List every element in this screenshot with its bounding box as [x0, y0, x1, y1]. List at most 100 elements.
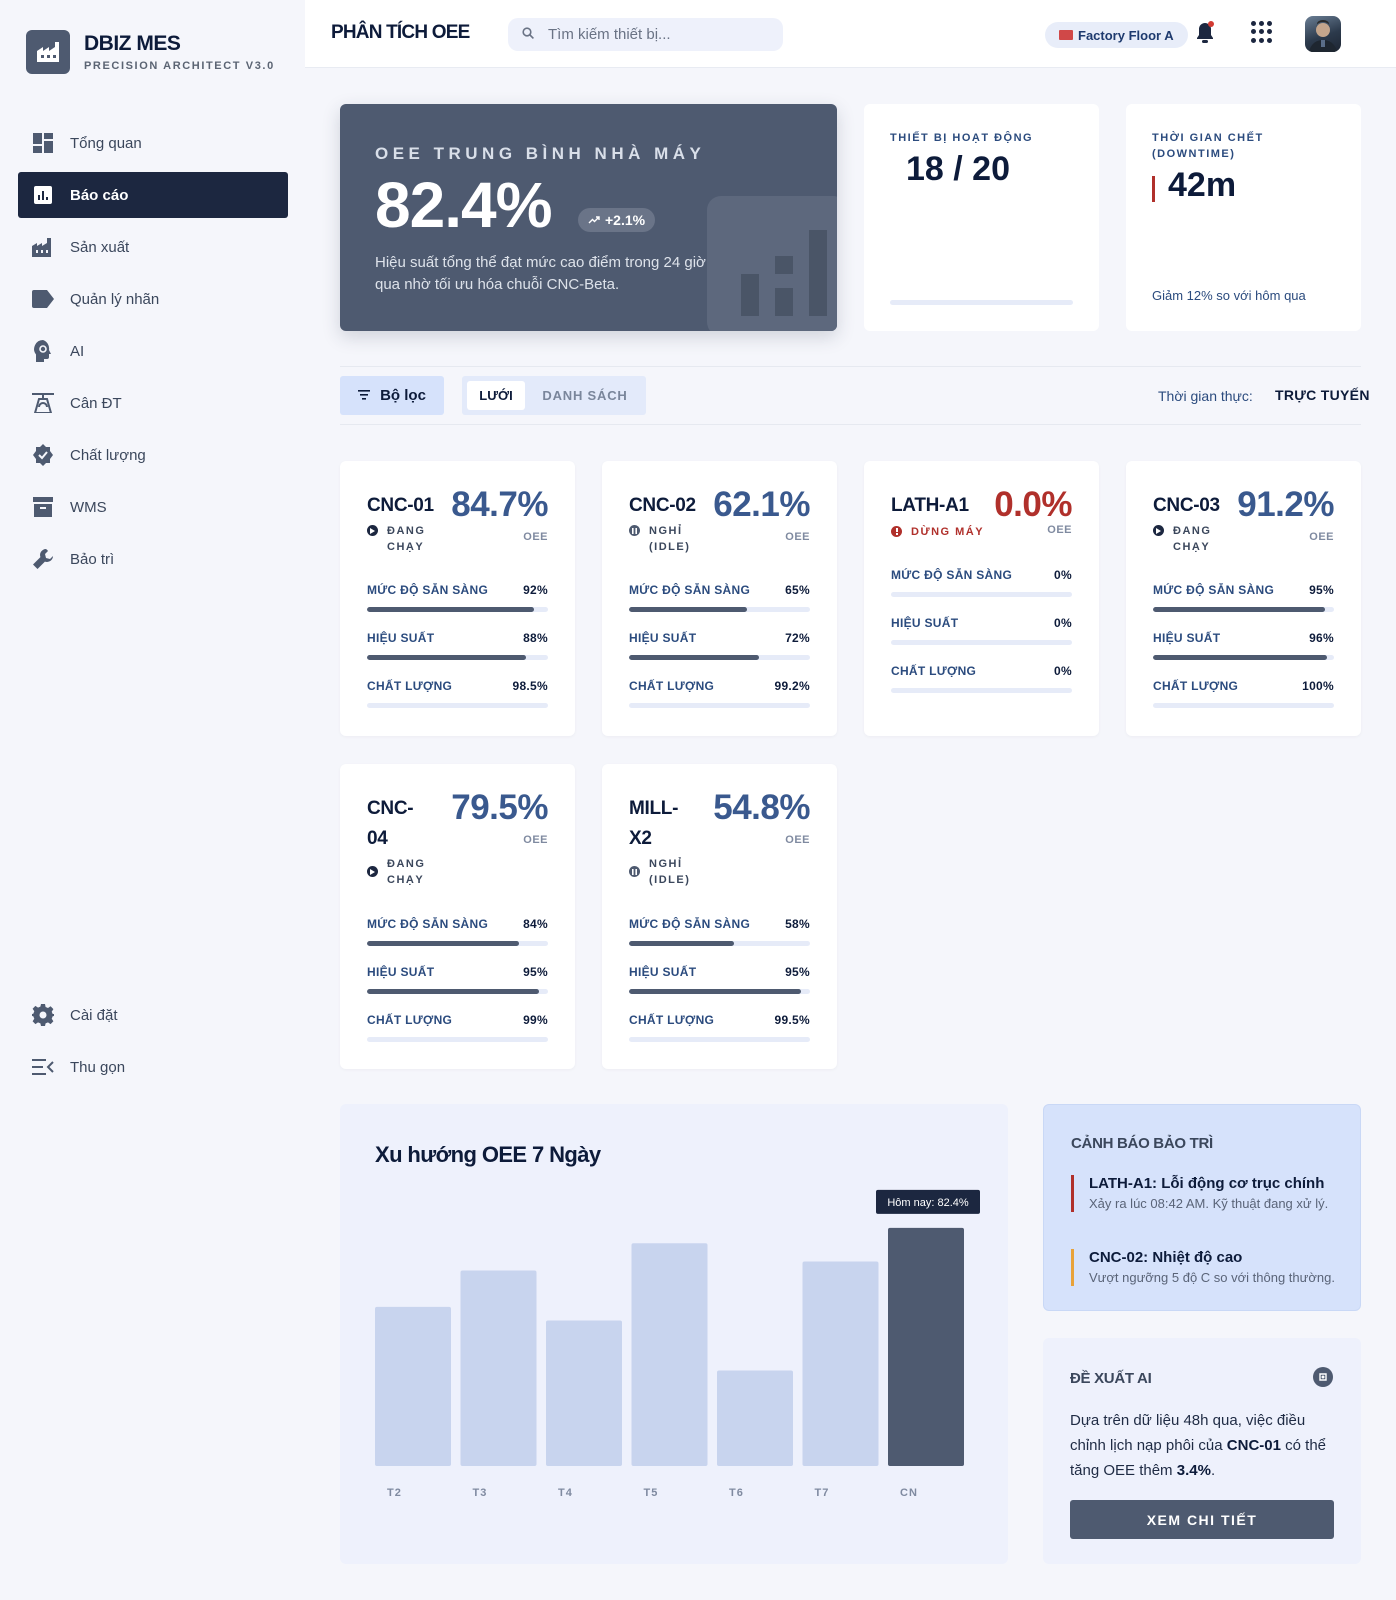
machine-name: MILL- X2 [629, 798, 679, 849]
status-line: (IDLE) [649, 541, 691, 553]
metric-availability: MỨC ĐỘ SẴN SÀNG 65% [629, 583, 810, 612]
oee-label: OEE [523, 834, 548, 846]
notification-bell-icon[interactable] [1193, 20, 1217, 46]
chart-tick-label: T4 [558, 1487, 573, 1499]
hero-description: Hiệu suất tổng thể đạt mức cao điểm tron… [375, 254, 706, 293]
metric-value: 98.5% [512, 679, 548, 693]
machine-status: ĐANG CHẠY [367, 523, 425, 555]
active-devices-progress [890, 300, 1073, 305]
chart-bar-t5[interactable] [631, 1243, 708, 1466]
sidebar-bottom: Cài đặt Thu gọn [18, 992, 288, 1096]
apps-grid-icon[interactable] [1251, 21, 1273, 43]
wrench-icon [32, 548, 54, 570]
chart-bar-t2[interactable] [375, 1306, 451, 1466]
alert-title: CNC-02: Nhiệt độ cao [1089, 1249, 1243, 1266]
filter-button[interactable]: Bộ lọc [340, 376, 444, 415]
ai-brain-icon [1312, 1366, 1334, 1388]
metric-value: 99.5% [774, 1013, 810, 1027]
view-details-button[interactable]: XEM CHI TIẾT [1070, 1500, 1334, 1539]
avatar[interactable] [1305, 16, 1341, 52]
chart-tick-label: T2 [387, 1487, 402, 1499]
chart-bar-cn[interactable] [888, 1227, 964, 1466]
search-icon [522, 26, 534, 44]
location-chip[interactable]: Factory Floor A [1045, 22, 1188, 48]
collapse-menu-icon [32, 1056, 54, 1078]
sidebar-item-settings[interactable]: Cài đặt [18, 992, 288, 1038]
alert-item[interactable]: LATH-A1: Lỗi động cơ trục chính Xảy ra l… [1071, 1175, 1336, 1212]
metric-quality: CHẤT LƯỢNG 0% [891, 664, 1072, 693]
status-line: NGHỈ [649, 525, 683, 537]
metric-performance: HIỆU SUẤT 0% [891, 616, 1072, 645]
chart-bar-t4[interactable] [546, 1320, 622, 1466]
sidebar-item-maintenance[interactable]: Bảo trì [18, 536, 288, 582]
metric-fill [367, 941, 520, 946]
metric-label: HIỆU SUẤT [1153, 631, 1221, 645]
machine-card-lath-a1[interactable]: LATH-A1 0.0% OEE DỪNG MÁY MỨC ĐỘ SẴN SÀN… [864, 461, 1099, 736]
gear-icon [32, 1004, 54, 1026]
alert-item[interactable]: CNC-02: Nhiệt độ cao Vượt ngưỡng 5 độ C … [1071, 1249, 1336, 1286]
sidebar-item-label: Báo cáo [70, 186, 129, 204]
scale-icon [32, 392, 54, 414]
oee-label: OEE [1047, 524, 1072, 536]
metric-label: MỨC ĐỘ SẴN SÀNG [1153, 583, 1275, 597]
machine-card-cnc-02[interactable]: CNC-02 62.1% OEE NGHỈ (IDLE) MỨC ĐỘ SẴN S… [602, 461, 837, 736]
metric-value: 0% [1054, 616, 1072, 630]
divider [340, 366, 1361, 367]
metric-quality: CHẤT LƯỢNG 99% [367, 1013, 548, 1042]
sidebar-item-production[interactable]: Sản xuất [18, 224, 288, 270]
metric-availability: MỨC ĐỘ SẴN SÀNG 92% [367, 583, 548, 612]
alert-description: Vượt ngưỡng 5 độ C so với thông thường. [1089, 1270, 1335, 1285]
metric-value: 92% [523, 583, 548, 597]
sidebar-item-labels[interactable]: Quản lý nhãn [18, 276, 288, 322]
sidebar-item-reports[interactable]: Báo cáo [18, 172, 288, 218]
machine-name: LATH-A1 [891, 495, 969, 516]
chart-tooltip [876, 1189, 980, 1214]
metric-fill [1153, 607, 1325, 612]
machine-card-cnc-04[interactable]: CNC- 04 79.5% OEE ĐANG CHẠY MỨC ĐỘ SẴN SÀN… [340, 764, 575, 1069]
play-icon [367, 866, 378, 877]
chart-bar-t3[interactable] [460, 1270, 537, 1466]
downtime-indicator [1152, 176, 1155, 202]
sidebar: DBIZ MES PRECISION ARCHITECT V3.0 Tổng q… [0, 0, 305, 1600]
metric-value: 65% [785, 583, 810, 597]
sidebar-item-overview[interactable]: Tổng quan [18, 120, 288, 166]
location-label: Factory Floor A [1078, 27, 1174, 43]
filter-icon [358, 387, 371, 404]
view-list-button[interactable]: DANH SÁCH [542, 388, 628, 403]
sidebar-item-collapse[interactable]: Thu gọn [18, 1044, 288, 1090]
sidebar-item-label: Sản xuất [70, 238, 130, 256]
sidebar-item-label: AI [70, 342, 85, 360]
metric-value: 58% [785, 917, 810, 931]
metric-value: 99.2% [774, 679, 810, 693]
ai-machine: CNC-01 [1226, 1437, 1281, 1454]
ai-value: 3.4% [1176, 1462, 1211, 1479]
sidebar-item-ai[interactable]: AI [18, 328, 288, 374]
view-toggle: LƯỚI DANH SÁCH [462, 376, 646, 415]
metric-fill [629, 607, 747, 612]
play-icon [1153, 525, 1164, 536]
oee-label: OEE [1309, 531, 1334, 543]
machine-card-mill-x2[interactable]: MILL- X2 54.8% OEE NGHỈ (IDLE) MỨC ĐỘ SẴN … [602, 764, 837, 1069]
hero-label: OEE TRUNG BÌNH NHÀ MÁY [375, 144, 706, 163]
machine-card-cnc-01[interactable]: CNC-01 84.7% OEE ĐANG CHẠY MỨC ĐỘ SẴN SÀN… [340, 461, 575, 736]
search-input[interactable] [548, 26, 768, 43]
status-line: CHẠY [387, 874, 425, 886]
machine-card-cnc-03[interactable]: CNC-03 91.2% OEE ĐANG CHẠY MỨC ĐỘ SẴN SÀN… [1126, 461, 1361, 736]
metric-fill [367, 655, 527, 660]
sidebar-item-scale[interactable]: Cân ĐT [18, 380, 288, 426]
sidebar-item-quality[interactable]: Chất lượng [18, 432, 288, 478]
play-icon [367, 525, 378, 536]
sidebar-item-wms[interactable]: WMS [18, 484, 288, 530]
view-grid-button[interactable]: LƯỚI [467, 381, 525, 410]
status-line: ĐANG [1173, 525, 1212, 537]
chart-tick-label: T6 [729, 1487, 744, 1499]
trend-chart-svg: T2 T3 T4 T5 T6 T7 CN Hôm nay: 82.4% [375, 1189, 980, 1499]
metric-value: 0% [1054, 664, 1072, 678]
downtime-value: 42m [1168, 166, 1237, 204]
chart-bar-t7[interactable] [802, 1261, 879, 1466]
filter-label: Bộ lọc [380, 387, 426, 404]
chart-tick-label: T3 [473, 1487, 488, 1499]
sidebar-item-label: Cài đặt [70, 1006, 118, 1024]
chart-bar-t6[interactable] [717, 1370, 793, 1466]
metric-fill [367, 607, 534, 612]
